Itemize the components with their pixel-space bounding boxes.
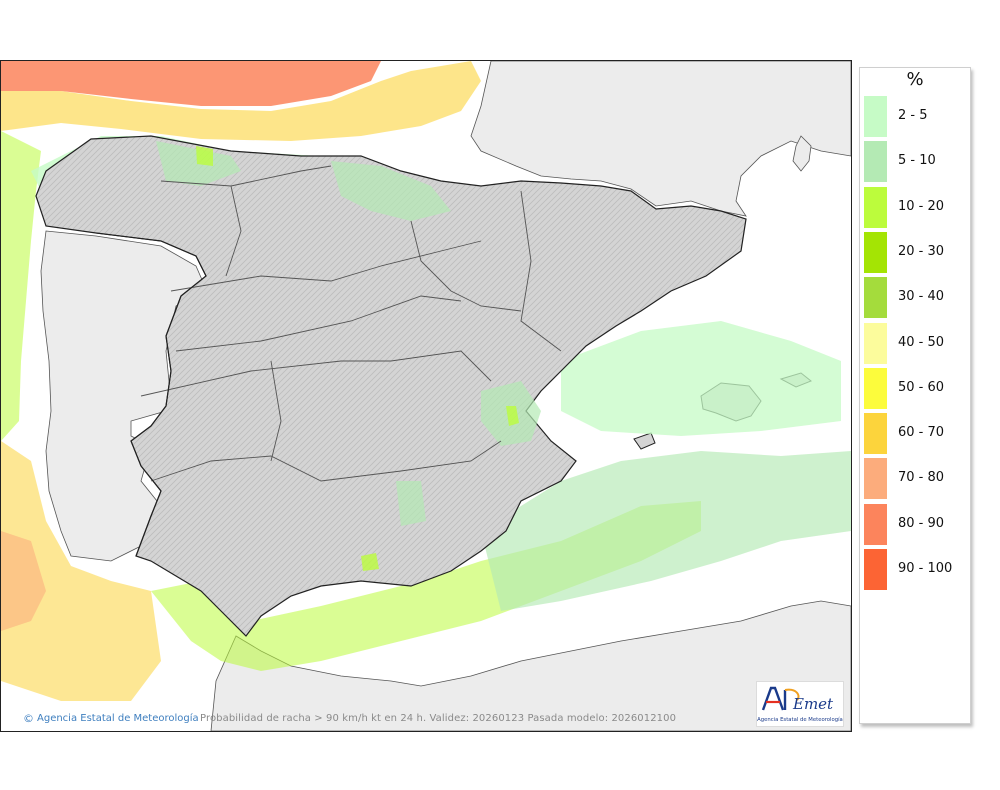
aemet-logo[interactable]: Emet Agencia Estatal de Meteorología	[756, 681, 844, 727]
legend-label: 5 - 10	[898, 153, 936, 169]
legend-label: 60 - 70	[898, 425, 945, 441]
prob-zone-2-5-basque-land	[331, 161, 451, 221]
legend-item: 20 - 30	[864, 231, 968, 274]
agency-credit-text[interactable]: Agencia Estatal de Meteorología	[37, 713, 199, 724]
prob-zone-60-70-north	[1, 61, 481, 141]
prob-zone-10-20-valencia	[506, 406, 519, 426]
agency-credit[interactable]: © Agencia Estatal de Meteorología	[23, 712, 199, 725]
legend-item: 10 - 20	[864, 186, 968, 229]
prob-zone-60-70-southwest	[1, 441, 161, 701]
legend-label: 70 - 80	[898, 470, 945, 486]
legend-swatch	[864, 549, 887, 590]
legend-title: %	[906, 69, 924, 90]
map-panel: © Agencia Estatal de Meteorología Probab…	[0, 60, 852, 732]
legend-swatch	[864, 231, 887, 273]
aemet-logo-graphic: Emet Agencia Estatal de Meteorología	[757, 686, 843, 723]
copyright-icon: ©	[23, 712, 34, 725]
svg-text:Agencia Estatal de Meteorologí: Agencia Estatal de Meteorología	[757, 716, 843, 723]
legend-swatch	[864, 322, 887, 364]
prob-zone-2-5-balearic	[561, 321, 841, 436]
legend: % 2 - 5 5 - 10 10 - 20 20 - 30 30 - 40 40 - 5…	[859, 67, 971, 724]
legend-label: 20 - 30	[898, 243, 945, 259]
prob-zone-2-5-granada	[396, 481, 426, 526]
ibiza-land	[633, 432, 656, 450]
legend-item: 5 - 10	[864, 141, 968, 183]
portugal-spain-border	[95, 232, 207, 557]
legend-label: 50 - 60	[898, 379, 945, 395]
legend-swatch	[864, 367, 887, 409]
legend-label: 80 - 90	[898, 515, 945, 531]
legend-label: 2 - 5	[898, 108, 928, 123]
legend-label: 90 - 100	[898, 561, 953, 576]
legend-swatch	[864, 503, 887, 545]
admin-borders	[140, 165, 562, 482]
prob-zone-10-20-sierra-nevada	[361, 553, 379, 571]
map-caption: Probabilidad de racha > 90 km/h kt en 24…	[200, 713, 677, 724]
legend-item: 90 - 100	[864, 549, 968, 591]
legend-swatch	[864, 186, 887, 228]
legend-swatch	[864, 413, 887, 455]
legend-item: 80 - 90	[864, 503, 968, 546]
legend-label: 40 - 50	[898, 334, 945, 350]
legend-item: 50 - 60	[864, 367, 968, 410]
prob-zone-80-90-north	[1, 61, 381, 106]
legend-label: 10 - 20	[898, 198, 945, 214]
legend-swatch	[864, 458, 887, 500]
prob-zone-10-20-west	[1, 131, 41, 441]
legend-item: 2 - 5	[864, 96, 968, 138]
legend-swatch	[864, 277, 887, 319]
prob-zone-5-10-med	[481, 451, 851, 611]
legend-swatch	[864, 141, 887, 183]
legend-swatch	[864, 96, 887, 137]
legend-item: 30 - 40	[864, 277, 968, 319]
legend-label: 30 - 40	[898, 289, 945, 305]
legend-item: 60 - 70	[864, 413, 968, 455]
legend-item: 40 - 50	[864, 322, 968, 365]
corsica-land	[792, 135, 812, 172]
prob-zone-10-20-cordillera	[196, 146, 213, 166]
prob-zone-70-80-southwest	[1, 531, 46, 631]
wind-gust-probability-map	[1, 61, 851, 731]
svg-text:Emet: Emet	[792, 695, 834, 713]
legend-item: 70 - 80	[864, 458, 968, 500]
